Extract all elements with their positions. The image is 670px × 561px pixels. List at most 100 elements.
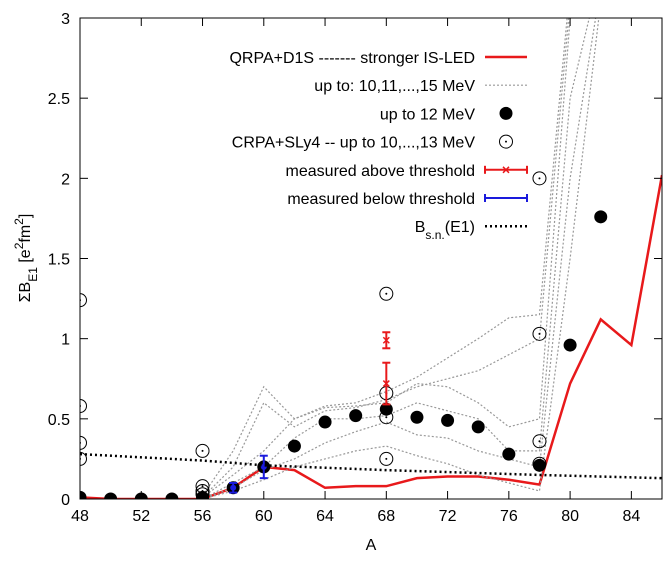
point	[349, 409, 363, 423]
open-point-ring	[80, 451, 87, 466]
legend-swatch	[499, 106, 513, 120]
y-tick-label: 0	[61, 492, 70, 509]
y-tick-label: 2	[61, 171, 70, 188]
point	[318, 415, 332, 429]
legend-label: up to: 10,11,...,15 MeV	[314, 78, 475, 95]
legend-swatch	[499, 134, 513, 149]
open-point	[532, 171, 547, 186]
error-bar	[259, 454, 268, 480]
open-point-dot	[385, 292, 388, 295]
x-tick-label: 76	[500, 508, 518, 525]
legend-swatch	[505, 140, 507, 143]
line-series	[80, 174, 662, 499]
point	[502, 447, 516, 461]
open-point	[379, 286, 394, 301]
dotted-line-series	[202, 18, 590, 499]
error-bar	[382, 361, 391, 406]
open-point	[379, 410, 394, 425]
dotted-line-series	[80, 452, 662, 480]
open-point-dot	[538, 177, 541, 180]
y-tick-label: 3	[61, 11, 70, 28]
label-part: ]	[17, 214, 34, 218]
point	[563, 338, 577, 352]
point	[287, 439, 301, 453]
label-part: [e	[17, 249, 34, 267]
plot-area	[80, 18, 662, 499]
open-point-ring	[80, 435, 87, 450]
point	[410, 410, 424, 424]
x-tick-label: 60	[255, 508, 273, 525]
x-tick-label: 72	[439, 508, 457, 525]
point	[80, 490, 87, 499]
open-point-dot	[538, 440, 541, 443]
point	[441, 413, 455, 427]
error-marker	[382, 336, 390, 344]
y-axis-label: ΣBE1 [e2fm2]	[12, 214, 40, 303]
point	[471, 420, 485, 434]
label-part: fm	[17, 225, 34, 243]
open-point-ring	[80, 293, 87, 308]
x-tick-label: 56	[194, 508, 212, 525]
point	[594, 210, 608, 224]
legend-label: CRPA+SLy4 -- up to 10,...,13 MeV	[232, 135, 476, 152]
dotted-line-series	[202, 18, 571, 498]
open-point-dot	[385, 416, 388, 419]
label-part: B	[415, 219, 426, 236]
legend-label: Bs.n.(E1)	[415, 219, 475, 242]
open-point-dot	[201, 485, 204, 488]
dotted-line-series	[202, 18, 570, 498]
legend-label: up to 12 MeV	[380, 106, 476, 123]
legend-swatch	[502, 166, 510, 174]
error-bar	[382, 331, 391, 350]
y-tick-label: 1.5	[48, 252, 70, 269]
open-point	[532, 456, 547, 471]
open-point-dot	[201, 449, 204, 452]
open-point-dot	[538, 332, 541, 335]
x-tick-label: 64	[316, 508, 334, 525]
y-tick-label: 1	[61, 332, 70, 349]
x-tick-label: 80	[561, 508, 579, 525]
y-tick-label: 0.5	[48, 412, 70, 429]
open-point-dot	[385, 457, 388, 460]
open-point-ring	[379, 451, 394, 466]
open-point	[379, 451, 394, 466]
dotted-line-series	[202, 18, 600, 499]
y-tick-label: 2.5	[48, 91, 70, 108]
error-bar	[229, 481, 238, 494]
open-point-ring	[195, 443, 210, 458]
label-part: E1	[26, 267, 40, 282]
dotted-line-series	[202, 18, 568, 497]
open-point-ring	[195, 487, 210, 499]
point	[532, 458, 546, 472]
open-point-ring	[532, 434, 547, 449]
label-part: 2	[12, 242, 26, 249]
open-point-ring	[532, 456, 547, 471]
legend-label: measured above threshold	[286, 163, 475, 180]
open-point-ring	[80, 399, 87, 414]
error-marker	[230, 484, 237, 491]
open-point-dot	[538, 462, 541, 465]
x-tick-label: 48	[71, 508, 89, 525]
label-part: ΣB	[17, 282, 34, 303]
x-axis-label: A	[366, 537, 377, 554]
label-part: (E1)	[445, 219, 475, 236]
open-point-ring	[379, 410, 394, 425]
label-part: s.n.	[425, 228, 444, 242]
legend-label: QRPA+D1S ------- stronger IS-LED	[229, 50, 475, 67]
open-point-ring	[379, 286, 394, 301]
x-tick-label: 52	[132, 508, 150, 525]
open-point	[195, 443, 210, 458]
open-point-ring	[532, 326, 547, 341]
legend-label: measured below threshold	[287, 191, 475, 208]
x-tick-label: 84	[622, 508, 640, 525]
point	[104, 492, 118, 499]
error-marker	[382, 380, 390, 388]
x-tick-label: 68	[377, 508, 395, 525]
open-point	[532, 326, 547, 341]
dotted-line-series	[202, 18, 597, 499]
point	[379, 402, 393, 416]
point	[165, 492, 179, 499]
open-point-ring	[532, 171, 547, 186]
open-point	[532, 434, 547, 449]
